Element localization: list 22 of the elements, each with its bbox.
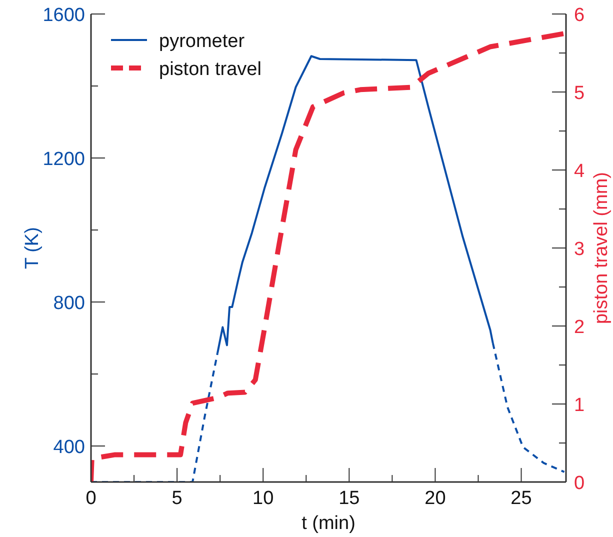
x-tick-label: 20 (424, 488, 446, 509)
y2-tick-label: 0 (574, 473, 585, 494)
y2-tick-label: 6 (574, 5, 585, 26)
y2-tick-label: 1 (574, 395, 585, 416)
y2-tick-label: 3 (574, 239, 585, 260)
x-tick-label: 5 (172, 488, 182, 509)
y-tick-label: 400 (53, 437, 85, 458)
y-tick-label: 800 (53, 293, 85, 314)
y2-tick-label: 5 (574, 83, 585, 104)
legend-label: piston travel (159, 59, 262, 80)
y-tick-label: 1200 (42, 149, 85, 170)
x-axis-title: t (min) (302, 513, 356, 534)
x-tick-label: 0 (86, 488, 96, 509)
x-tick-label: 15 (338, 488, 360, 509)
y2-tick-label: 4 (574, 161, 585, 182)
y2-tick-label: 2 (574, 317, 585, 338)
y-tick-label: 1600 (42, 5, 85, 26)
x-tick-label: 25 (510, 488, 532, 509)
legend-label: pyrometer (159, 31, 246, 52)
x-tick-label: 10 (252, 488, 274, 509)
y2-axis-title: piston travel (mm) (591, 172, 612, 324)
y-axis-title: T (K) (22, 227, 43, 269)
